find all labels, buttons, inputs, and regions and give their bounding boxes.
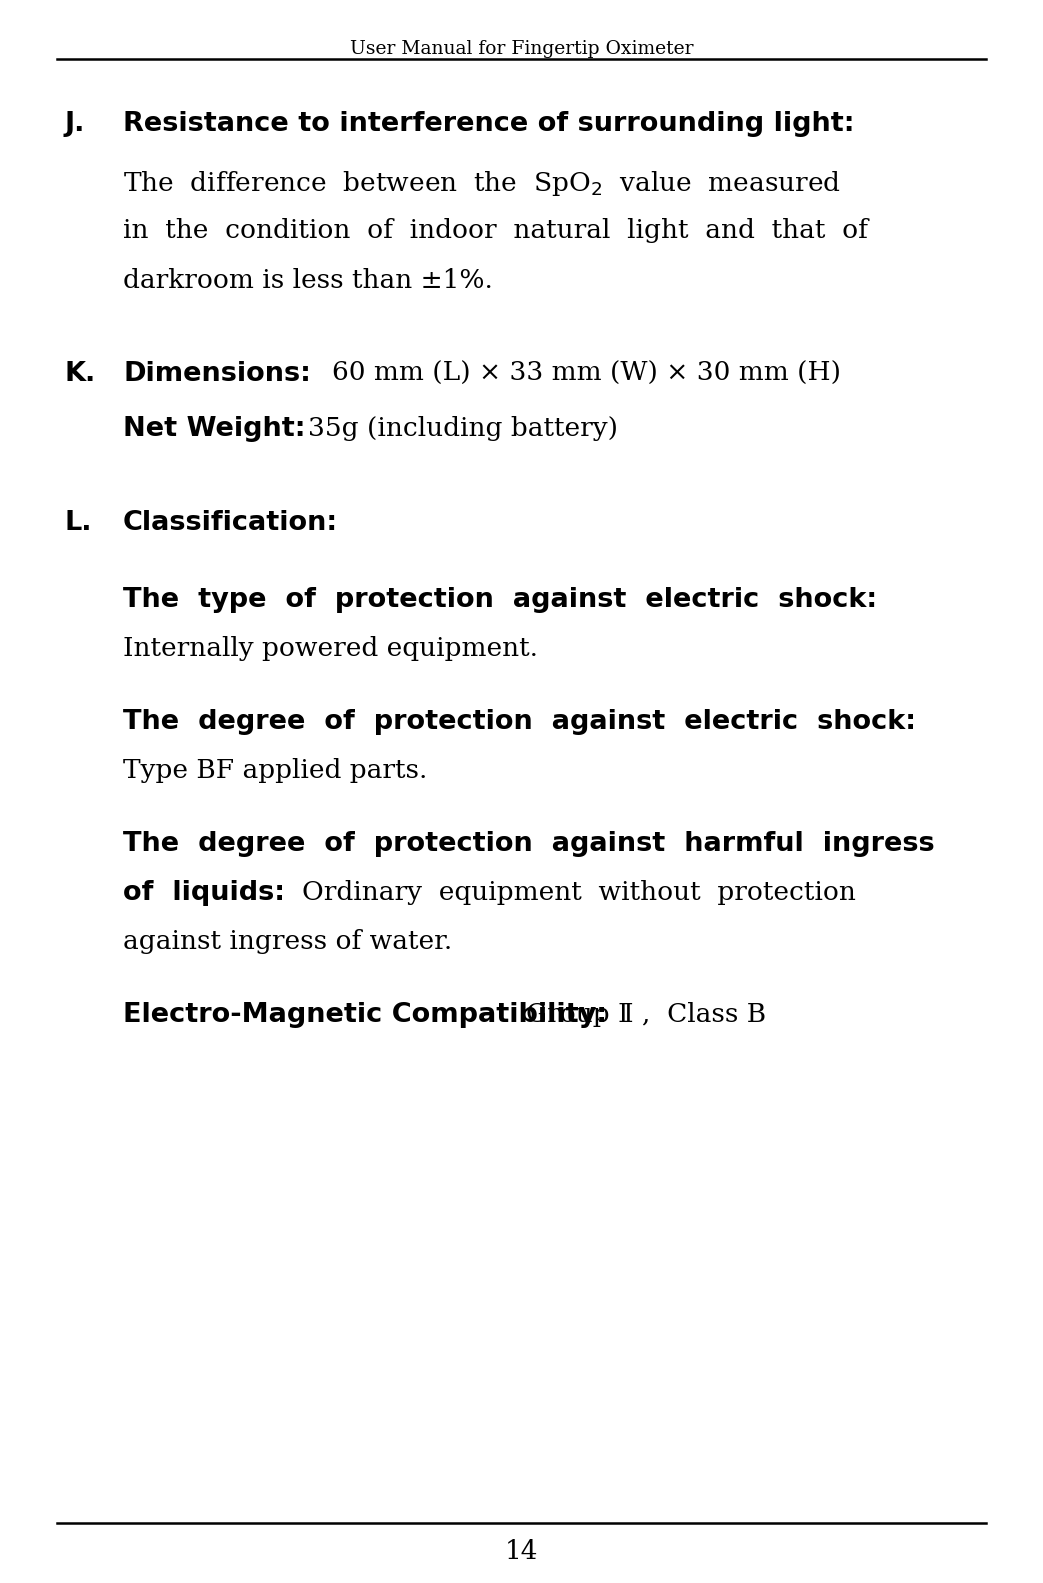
Text: K.: K.: [65, 361, 96, 386]
Text: Type BF applied parts.: Type BF applied parts.: [123, 758, 428, 784]
Text: 35g (including battery): 35g (including battery): [308, 416, 617, 442]
Text: Ordinary  equipment  without  protection: Ordinary equipment without protection: [302, 880, 856, 905]
Text: Net Weight:: Net Weight:: [123, 416, 306, 442]
Text: J.: J.: [65, 111, 86, 136]
Text: in  the  condition  of  indoor  natural  light  and  that  of: in the condition of indoor natural light…: [123, 218, 868, 244]
Text: Electro-Magnetic Compatibility:: Electro-Magnetic Compatibility:: [123, 1002, 607, 1027]
Text: against ingress of water.: against ingress of water.: [123, 929, 453, 955]
Text: darkroom is less than ±1%.: darkroom is less than ±1%.: [123, 268, 493, 293]
Text: L.: L.: [65, 510, 92, 535]
Text: User Manual for Fingertip Oximeter: User Manual for Fingertip Oximeter: [349, 40, 694, 57]
Text: The  difference  between  the  SpO$_2$  value  measured: The difference between the SpO$_2$ value…: [123, 169, 841, 198]
Text: Internally powered equipment.: Internally powered equipment.: [123, 636, 538, 662]
Text: Resistance to interference of surrounding light:: Resistance to interference of surroundin…: [123, 111, 854, 136]
Text: Classification:: Classification:: [123, 510, 338, 535]
Text: The  degree  of  protection  against  harmful  ingress: The degree of protection against harmful…: [123, 831, 935, 856]
Text: Group Ⅱ ,  Class B: Group Ⅱ , Class B: [526, 1002, 766, 1027]
Text: The  degree  of  protection  against  electric  shock:: The degree of protection against electri…: [123, 709, 916, 735]
Text: Dimensions:: Dimensions:: [123, 361, 311, 386]
Text: 14: 14: [505, 1539, 538, 1564]
Text: 60 mm (L) × 33 mm (W) × 30 mm (H): 60 mm (L) × 33 mm (W) × 30 mm (H): [332, 361, 841, 386]
Text: of  liquids:: of liquids:: [123, 880, 285, 905]
Text: The  type  of  protection  against  electric  shock:: The type of protection against electric …: [123, 587, 877, 613]
